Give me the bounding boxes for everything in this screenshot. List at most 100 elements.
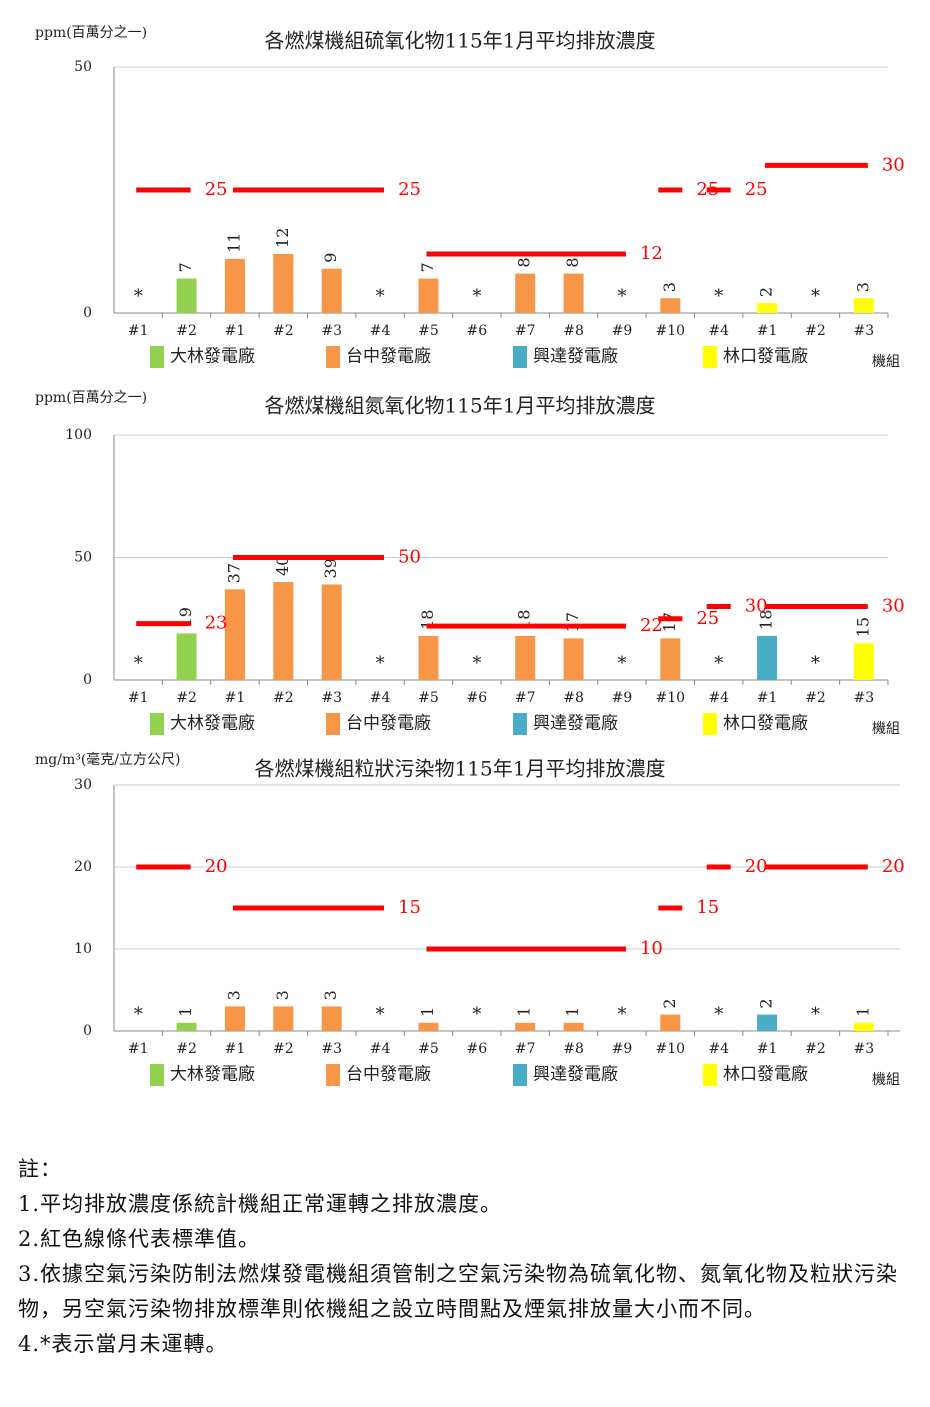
legend-label: 台中發電廠	[346, 1064, 431, 1085]
y-tick-label: 0	[83, 305, 92, 321]
note: 4.*表示當月未運轉。	[18, 1332, 228, 1356]
value-label: 8	[563, 257, 582, 267]
y-tick-label: 0	[83, 672, 92, 688]
legend-swatch	[513, 346, 527, 368]
x-tick-label: #6	[466, 1041, 487, 1057]
not-operating-label: *	[811, 1004, 820, 1025]
chart-title: 各燃煤機組硫氧化物115年1月平均排放濃度	[265, 29, 656, 53]
x-tick-label: #2	[273, 1041, 294, 1057]
x-tick-label: #8	[563, 323, 584, 339]
x-tick-label: #3	[321, 1041, 342, 1057]
limit-label: 30	[745, 596, 768, 617]
x-tick-label: #1	[225, 1041, 246, 1057]
limit-label: 20	[745, 856, 768, 877]
bar	[757, 303, 778, 313]
bar	[273, 582, 294, 680]
x-tick-label: #2	[805, 690, 826, 706]
x-tick-label: #4	[370, 323, 391, 339]
bar	[321, 584, 342, 680]
x-tick-label: #2	[176, 690, 197, 706]
x-tick-label: #9	[612, 690, 633, 706]
y-tick-label: 50	[74, 550, 92, 566]
x-axis-label: 機組	[872, 1072, 900, 1088]
limit-label: 25	[205, 179, 228, 200]
value-label: 2	[660, 998, 679, 1008]
bar	[660, 298, 681, 313]
not-operating-label: *	[714, 286, 723, 307]
x-tick-label: #2	[805, 1041, 826, 1057]
value-label: 1	[563, 1007, 582, 1017]
value-label: 1	[515, 1007, 534, 1017]
value-label: 3	[321, 990, 340, 1000]
not-operating-label: *	[376, 286, 385, 307]
bar	[515, 635, 536, 680]
x-tick-label: #2	[176, 323, 197, 339]
x-tick-label: #3	[853, 323, 874, 339]
not-operating-label: *	[714, 653, 723, 674]
value-label: 9	[321, 253, 340, 263]
bar	[224, 1006, 245, 1031]
bar	[176, 633, 197, 680]
note: 3.依據空氣污染防制法燃煤發電機組須管制之空氣污染物為硫氧化物、氮氧化物及粒狀污…	[18, 1262, 899, 1321]
x-tick-label: #5	[418, 323, 439, 339]
value-label: 15	[853, 617, 872, 637]
bar	[515, 273, 536, 313]
bar	[418, 635, 439, 680]
bar	[563, 638, 584, 680]
value-label: 40	[273, 556, 292, 576]
x-tick-label: #4	[708, 1041, 729, 1057]
legend-label: 大林發電廠	[170, 713, 255, 734]
y-tick-label: 0	[83, 1023, 92, 1039]
value-label: 11	[224, 233, 243, 253]
value-label: 2	[757, 287, 776, 297]
value-label: 12	[273, 228, 292, 248]
bar	[321, 1006, 342, 1031]
value-label: 17	[563, 612, 582, 632]
x-tick-label: #2	[273, 323, 294, 339]
limit-label: 10	[640, 938, 663, 959]
not-operating-label: *	[472, 1004, 481, 1025]
legend-label: 興達發電廠	[533, 713, 618, 734]
not-operating-label: *	[472, 653, 481, 674]
bar	[853, 643, 874, 680]
legend-label: 林口發電廠	[723, 1064, 808, 1085]
x-tick-label: #9	[612, 1041, 633, 1057]
limit-label: 22	[640, 615, 663, 636]
x-tick-label: #1	[128, 1041, 149, 1057]
limit-label: 25	[398, 179, 421, 200]
x-tick-label: #6	[466, 690, 487, 706]
legend-swatch	[326, 713, 340, 735]
legend-label: 大林發電廠	[170, 1064, 255, 1085]
x-tick-label: #7	[515, 1041, 536, 1057]
x-tick-label: #4	[708, 690, 729, 706]
y-tick-label: 100	[65, 427, 92, 443]
not-operating-label: *	[617, 653, 626, 674]
x-tick-label: #3	[853, 690, 874, 706]
not-operating-label: *	[714, 1004, 723, 1025]
x-tick-label: #4	[370, 1041, 391, 1057]
x-tick-label: #1	[128, 323, 149, 339]
bar	[563, 273, 584, 313]
not-operating-label: *	[811, 286, 820, 307]
x-tick-label: #2	[273, 690, 294, 706]
not-operating-label: *	[617, 1004, 626, 1025]
chart-title: 各燃煤機組粒狀污染物115年1月平均排放濃度	[255, 757, 666, 781]
x-tick-label: #1	[757, 1041, 778, 1057]
x-tick-label: #10	[656, 323, 686, 339]
x-tick-label: #7	[515, 323, 536, 339]
y-axis-label: ppm(百萬分之一)	[35, 25, 147, 41]
limit-label: 30	[882, 596, 905, 617]
value-label: 3	[660, 282, 679, 292]
bar	[660, 638, 681, 680]
bar	[515, 1022, 536, 1031]
bar	[176, 1022, 197, 1031]
legend-swatch	[150, 1064, 164, 1086]
x-tick-label: #8	[563, 1041, 584, 1057]
y-tick-label: 10	[74, 941, 92, 957]
value-label: 7	[418, 262, 437, 272]
x-axis-label: 機組	[872, 354, 900, 370]
not-operating-label: *	[376, 653, 385, 674]
x-tick-label: #1	[225, 690, 246, 706]
bar	[757, 1014, 778, 1031]
